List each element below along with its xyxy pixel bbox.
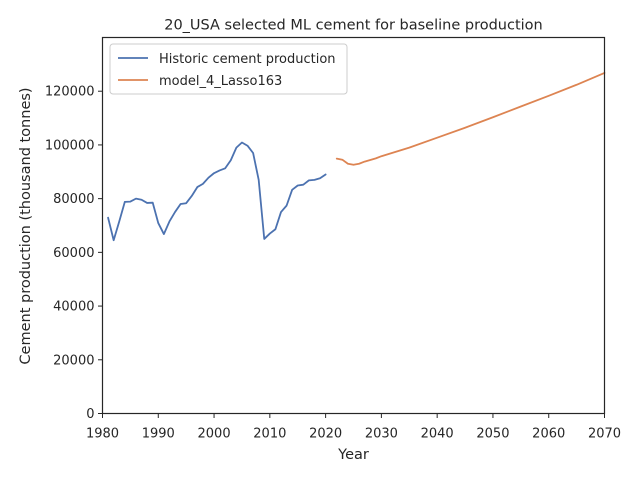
x-tick-label: 2040 (421, 427, 454, 442)
y-tick-label: 100000 (45, 138, 95, 153)
x-tick-label: 2050 (476, 427, 509, 442)
legend: Historic cement production model_4_Lasso… (109, 43, 348, 95)
y-axis-label: Cement production (thousand tonnes) (18, 87, 34, 364)
x-tick-label: 2010 (253, 427, 286, 442)
chart-title: 20_USA selected ML cement for baseline p… (164, 18, 543, 34)
y-tick-label: 120000 (45, 85, 95, 100)
series-line-model (335, 72, 606, 166)
series-line-historic (107, 141, 327, 242)
x-tick-label: 2000 (198, 427, 231, 442)
series-lines (107, 72, 606, 242)
legend-label-model: model_4_Lasso163 (159, 74, 282, 89)
legend-label-historic: Historic cement production (159, 52, 336, 67)
y-tick-label: 60000 (53, 246, 94, 261)
legend-box (109, 43, 348, 95)
y-tick-label: 20000 (53, 353, 94, 368)
x-tick-label: 2030 (365, 427, 398, 442)
axis-ticks: 1980 1990 2000 2010 2020 2030 2040 2050 2060 2070… (45, 85, 621, 442)
x-tick-label: 1990 (142, 427, 175, 442)
x-tick-label: 1980 (86, 427, 119, 442)
x-axis-label: Year (337, 447, 369, 463)
y-tick-label: 40000 (53, 300, 94, 315)
plot-frame (101, 36, 606, 415)
x-tick-label: 2070 (588, 427, 621, 442)
x-tick-label: 2060 (532, 427, 565, 442)
x-tick-label: 2020 (309, 427, 342, 442)
y-tick-label: 80000 (53, 192, 94, 207)
y-tick-label: 0 (86, 407, 94, 422)
